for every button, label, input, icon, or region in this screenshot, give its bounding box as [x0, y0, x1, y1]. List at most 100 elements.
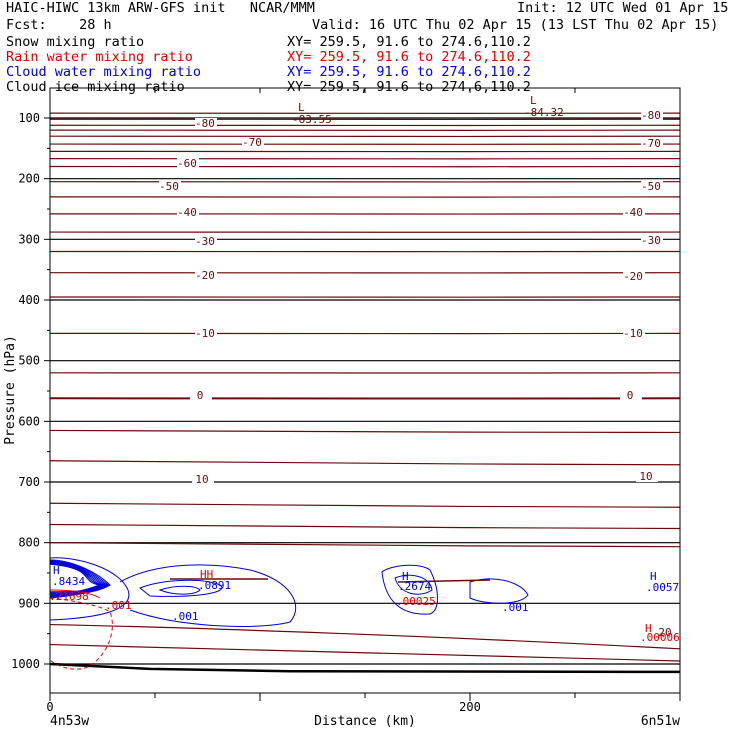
isotherm-label: -20 — [195, 269, 215, 282]
isotherm-line — [49, 460, 681, 466]
label-bg — [195, 270, 217, 281]
isotherm-label: -10 — [195, 327, 215, 340]
isotherm-label: -50 — [641, 180, 661, 193]
model-line: HAIC-HIWC 13km ARW-GFS init NCAR/MMM — [6, 0, 315, 16]
isotherm-label: -80 — [641, 109, 661, 122]
cloud-water-contour — [469, 578, 529, 604]
label-bg — [641, 138, 663, 149]
cloud-water-max-2-value: .2674 — [398, 580, 431, 593]
isotherm-label: 10 — [195, 473, 208, 486]
cloud-ice-max-value: .0891 — [198, 579, 231, 592]
isotherm-label: 0 — [197, 389, 204, 402]
field-name-cloud-ice: Cloud ice mixing ratio — [6, 79, 185, 95]
label-bg — [177, 158, 199, 169]
isotherm-label: -30 — [195, 235, 215, 248]
x-endpoint-right: 6n51w — [641, 714, 680, 729]
fcst-line: Fcst: 28 h — [6, 17, 112, 33]
label-bg — [623, 271, 645, 282]
cloud-water-contour — [394, 574, 433, 595]
rain-water-contour — [49, 589, 101, 599]
label-bg — [636, 471, 658, 482]
isotherm-label: -60 — [177, 157, 197, 170]
init-line: Init: 12 UTC Wed 01 Apr 15 — [517, 0, 729, 16]
cloud-water-contour — [49, 559, 111, 599]
rain-water-contour — [49, 597, 113, 670]
y-tick-label-300: 300 — [18, 232, 40, 246]
field-xy-rain: XY= 259.5, 91.6 to 274.6,110.2 — [287, 49, 531, 65]
cloud-water-contour — [49, 563, 102, 593]
contour-label-001: .001 — [172, 610, 199, 623]
rain-water-max-3-symbol: H — [645, 622, 652, 635]
label-bg — [159, 181, 181, 192]
isotherm-segment — [397, 579, 491, 583]
low-1-symbol: L — [298, 101, 305, 114]
pressure-grid — [50, 117, 680, 665]
isotherm-line — [49, 542, 681, 548]
low-2-value: -84.32 — [524, 106, 564, 119]
y-tick-label-700: 700 — [18, 475, 40, 489]
cloud-water-max-3-value: .0057 — [646, 581, 679, 594]
label-bg — [190, 390, 212, 401]
chart-labels: -80 -80 -70 -70 -60 -50 -50 -40 -40 -30 -30 -20 -20 -… — [49, 94, 680, 644]
isotherm-line — [49, 523, 681, 530]
field-xy-cloud-ice: XY= 259.5, 91.6 to 274.6,110.2 — [287, 79, 531, 95]
low-1-value: -83.55 — [292, 113, 332, 126]
low-2-symbol: L — [530, 94, 537, 107]
rain-water-max-3-value: .00006 — [640, 631, 680, 644]
label-bg — [641, 235, 663, 246]
field-name-cloud-water: Cloud water mixing ratio — [6, 64, 202, 80]
isotherm-label: -30 — [641, 234, 661, 247]
label-bg — [192, 474, 214, 485]
cloud-water-max-symbol: H — [53, 564, 60, 577]
label-bg — [641, 181, 663, 192]
cloud-water-contour — [49, 557, 130, 621]
cloud-water-max-value: .8434 — [52, 575, 85, 588]
x-tick-label-0: 0 — [46, 700, 53, 714]
label-bg — [195, 118, 217, 129]
label-bg — [623, 207, 645, 218]
isotherm-label: -80 — [195, 117, 215, 130]
x-tick-label-200: 200 — [459, 700, 481, 714]
label-bg — [655, 627, 677, 638]
y-tick-label-500: 500 — [18, 354, 40, 368]
valid-line: Valid: 16 UTC Thu 02 Apr 15 (13 LST Thu … — [312, 17, 719, 33]
isotherm-label: -70 — [641, 137, 661, 150]
label-bg — [195, 328, 217, 339]
cloud-water-contour — [49, 561, 107, 596]
y-tick-label-1000: 1000 — [11, 657, 40, 671]
surface-line — [49, 662, 681, 674]
field-name-snow: Snow mixing ratio — [6, 34, 145, 50]
rain-water-max-value: .21698 — [49, 590, 89, 603]
y-tick-label-800: 800 — [18, 536, 40, 550]
x-endpoint-left: 4n53w — [50, 714, 89, 729]
contour-label-001: .001 — [502, 601, 529, 614]
label-bg — [620, 390, 642, 401]
cloud-contours — [49, 557, 529, 670]
y-tick-label-600: 600 — [18, 414, 40, 428]
x-axis-title: Distance (km) — [314, 714, 416, 729]
isotherm-label: -20 — [623, 270, 643, 283]
isotherm-label: -50 — [159, 180, 179, 193]
isotherm-label: 20 — [658, 626, 671, 639]
label-bg — [195, 236, 217, 247]
field-xy-snow: XY= 259.5, 91.6 to 274.6,110.2 — [287, 34, 531, 50]
isotherm-label: -40 — [623, 206, 643, 219]
isotherm-label: -70 — [242, 136, 262, 149]
y-axis-title: Pressure (hPa) — [3, 335, 18, 445]
cloud-water-max-2-symbol: H — [402, 570, 409, 583]
rain-water-max-2-value: .00025 — [396, 595, 436, 608]
y-tick-label-100: 100 — [18, 111, 40, 125]
field-name-rain: Rain water mixing ratio — [6, 49, 193, 65]
label-bg — [177, 207, 199, 218]
cloud-water-contour — [158, 585, 201, 595]
isotherm-line — [49, 502, 681, 508]
label-bg — [623, 328, 645, 339]
label-bg — [641, 110, 663, 121]
cloud-water-contour — [139, 579, 223, 597]
cloud-water-max-3-symbol: H — [650, 570, 657, 583]
cloud-ice-max-symbol: HH — [200, 568, 213, 581]
cloud-water-contour — [49, 560, 108, 597]
isotherm-line — [49, 643, 681, 662]
isotherm-label: -40 — [177, 206, 197, 219]
